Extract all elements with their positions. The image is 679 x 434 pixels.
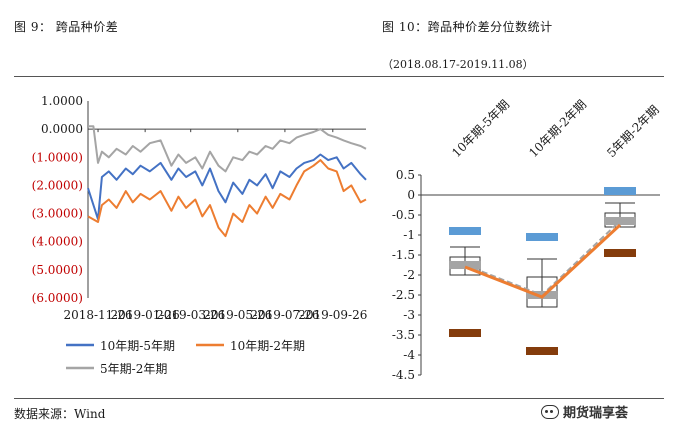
y-tick-label: -4 <box>403 348 415 362</box>
min-marker <box>449 329 481 337</box>
data-source: 数据来源：Wind <box>14 407 106 421</box>
y-tick-label: 1.0000 <box>41 94 83 108</box>
y-tick-label: (5.0000) <box>32 263 83 277</box>
x-tick-label: 2018-11-26 <box>63 308 132 322</box>
legend-label: 10年期-2年期 <box>230 339 305 353</box>
y-tick-label: -0.5 <box>392 208 415 222</box>
y-tick-label: -2.5 <box>392 288 415 302</box>
category-label: 10年期-2年期 <box>526 97 589 160</box>
x-tick-label: 2019-09-26 <box>298 308 367 322</box>
series-line <box>88 125 367 173</box>
y-tick-label: -1.5 <box>392 248 415 262</box>
legend-label: 10年期-5年期 <box>100 339 175 353</box>
x-tick-label: 2019-03-26 <box>156 308 225 322</box>
y-tick-label: -4.5 <box>392 368 415 382</box>
max-marker <box>526 233 558 241</box>
left-figure-title: 图 9： 跨品种价差 <box>14 20 119 34</box>
top-divider <box>14 76 664 77</box>
series-line <box>87 159 367 238</box>
watermark-text: 期货瑞享荟 <box>563 406 629 421</box>
legend-label: 5年期-2年期 <box>100 362 167 376</box>
y-tick-label: 0 <box>407 188 415 202</box>
y-tick-label: (3.0000) <box>32 207 83 221</box>
bottom-divider <box>14 398 664 399</box>
y-tick-label: (4.0000) <box>32 235 83 249</box>
y-tick-label: (1.0000) <box>32 150 83 164</box>
watermark: 期货瑞享荟 <box>541 402 628 421</box>
category-label: 5年期-2年期 <box>604 103 662 161</box>
y-tick-label: (2.0000) <box>32 178 83 192</box>
y-tick-label: -2 <box>403 268 415 282</box>
x-tick-label: 2019-01-26 <box>111 308 180 322</box>
max-marker <box>449 227 481 235</box>
y-tick-label: -3.5 <box>392 328 415 342</box>
min-marker <box>526 347 558 355</box>
x-tick-label: 2019-07-26 <box>250 308 319 322</box>
x-tick-label: 2019-05-26 <box>203 308 272 322</box>
y-tick-label: (6.0000) <box>32 291 83 305</box>
category-label: 10年期-5年期 <box>449 97 512 160</box>
wechat-icon <box>541 404 559 419</box>
series-line <box>87 153 367 221</box>
y-tick-label: -3 <box>403 308 415 322</box>
min-marker <box>604 249 636 257</box>
y-tick-label: 0.5 <box>396 168 415 182</box>
current-line <box>464 223 622 299</box>
y-tick-label: -1 <box>403 228 415 242</box>
right-figure-subtitle: （2018.08.17-2019.11.08） <box>382 58 534 71</box>
max-marker <box>604 187 636 195</box>
right-figure-title: 图 10：跨品种价差分位数统计 <box>382 20 553 34</box>
y-tick-label: 0.0000 <box>41 122 83 136</box>
